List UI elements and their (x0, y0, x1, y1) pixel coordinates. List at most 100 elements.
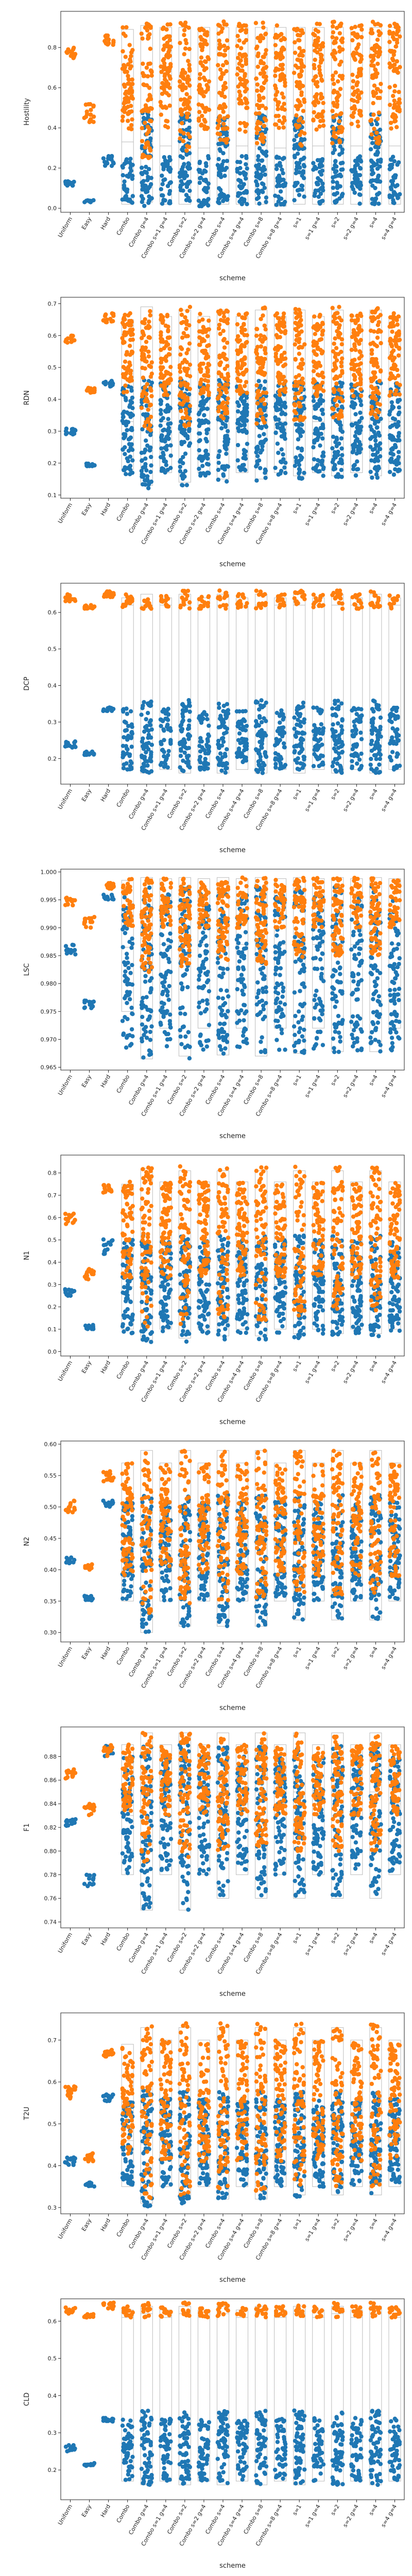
point-blue-0-14-30 (334, 164, 339, 169)
point-blue-2-4-56 (141, 761, 146, 766)
point-blue-1-3-54 (126, 411, 131, 416)
point-blue-0-4-50 (139, 171, 144, 176)
ytick-label-1-6: 0.7 (48, 300, 57, 307)
point-orange-1-7-58 (207, 393, 211, 398)
point-blue-0-14-26 (340, 150, 345, 155)
point-blue-0-10-69 (254, 163, 259, 168)
point-orange-1-12-67 (298, 362, 303, 366)
point-blue-1-15-10 (359, 402, 364, 408)
point-blue-2-3-37 (122, 762, 126, 767)
point-blue-0-16-62 (375, 150, 380, 155)
point-blue-1-4-53 (140, 474, 144, 479)
point-blue-2-6-56 (180, 702, 185, 707)
point-orange-1-3-65 (123, 313, 127, 317)
point-orange-0-6-41 (184, 148, 189, 153)
point-blue-2-11-32 (282, 745, 287, 750)
point-blue-2-14-42 (340, 717, 345, 722)
point-blue-0-9-39 (242, 173, 247, 177)
point-blue-2-11-46 (273, 756, 278, 761)
point-orange-0-5-56 (164, 118, 168, 123)
point-orange-1-3-61 (126, 366, 131, 371)
point-orange-0-3-59 (128, 66, 132, 71)
point-orange-1-16-64 (372, 361, 377, 365)
point-orange-0-8-30 (222, 94, 227, 99)
point-blue-1-3-62 (120, 418, 125, 423)
point-orange-1-6-29 (186, 421, 192, 426)
point-blue-2-9-46 (236, 719, 241, 724)
point-orange-0-3-42 (130, 117, 134, 122)
point-blue-0-10-57 (254, 135, 259, 140)
point-orange-0-10-58 (254, 141, 260, 145)
point-blue-2-0-12 (71, 744, 75, 749)
point-blue-2-14-57 (339, 731, 344, 735)
point-orange-0-9-63 (243, 124, 248, 129)
point-orange-0-13-67 (321, 100, 325, 106)
point-blue-2-14-6 (330, 764, 335, 769)
point-blue-1-13-49 (311, 445, 316, 450)
xtick-label-1-3: Combo (115, 502, 131, 522)
point-blue-1-10-58 (255, 462, 260, 467)
point-orange-0-14-64 (333, 70, 338, 75)
xtick-label-0-3: Combo (115, 216, 131, 236)
point-blue-1-5-47 (159, 412, 163, 416)
point-orange-1-10-42 (263, 327, 268, 332)
point-blue-2-5-24 (159, 742, 164, 747)
point-orange-0-8-7 (222, 116, 227, 121)
point-blue-1-13-64 (314, 468, 318, 472)
point-orange-1-8-23 (222, 336, 227, 342)
point-orange-0-7-66 (200, 37, 205, 42)
point-blue-2-9-40 (242, 754, 246, 759)
point-blue-2-12-25 (292, 750, 297, 755)
point-blue-1-16-47 (371, 452, 375, 457)
ytick-label-0-0: 0.0 (48, 205, 57, 212)
point-orange-1-4-9 (148, 313, 152, 318)
point-orange-0-15-61 (356, 42, 361, 47)
point-blue-1-11-69 (281, 428, 286, 432)
point-orange-0-10-55 (257, 111, 262, 116)
point-blue-2-10-56 (258, 730, 262, 734)
point-blue-2-15-31 (350, 766, 354, 770)
point-orange-1-6-56 (178, 369, 183, 374)
point-blue-2-3-44 (130, 731, 134, 736)
point-orange-1-15-17 (358, 387, 363, 392)
point-blue-2-13-22 (321, 762, 325, 767)
point-blue-1-9-10 (245, 442, 250, 446)
point-blue-0-16-16 (368, 179, 373, 184)
point-blue-0-3-37 (130, 162, 135, 167)
point-blue-2-4-54 (141, 747, 146, 751)
point-blue-1-13-68 (315, 437, 320, 443)
point-orange-0-11-29 (274, 122, 279, 127)
point-orange-0-9-60 (240, 54, 245, 59)
point-orange-0-17-37 (388, 48, 392, 53)
point-orange-0-8-25 (216, 123, 221, 128)
point-orange-0-17-18 (394, 125, 399, 129)
point-blue-1-7-23 (203, 448, 209, 453)
point-orange-1-1-13 (92, 389, 97, 395)
point-orange-0-12-65 (297, 80, 302, 84)
point-orange-0-4-32 (145, 74, 150, 79)
point-orange-1-14-64 (336, 416, 341, 421)
point-orange-0-12-67 (299, 60, 304, 65)
box-2-3 (121, 597, 134, 770)
point-orange-0-7-18 (202, 117, 207, 122)
point-blue-1-16-49 (368, 445, 373, 449)
point-orange-1-3-29 (123, 383, 128, 388)
point-orange-1-4-31 (146, 408, 150, 412)
point-orange-0-6-57 (183, 46, 188, 51)
point-blue-2-3-13 (124, 720, 128, 725)
point-blue-1-3-26 (125, 428, 129, 433)
point-blue-1-4-9 (144, 438, 148, 443)
point-orange-0-12-68 (298, 72, 302, 77)
point-blue-1-15-69 (355, 424, 360, 429)
point-blue-2-14-55 (334, 769, 339, 774)
point-blue-1-12-54 (302, 470, 306, 476)
point-blue-0-10-51 (264, 195, 269, 200)
point-orange-1-10-69 (259, 317, 263, 321)
point-blue-1-10-67 (255, 447, 260, 452)
point-blue-1-17-58 (387, 469, 392, 474)
point-orange-1-9-58 (238, 348, 243, 353)
point-orange-1-16-46 (379, 341, 383, 346)
point-blue-1-4-8 (149, 463, 153, 468)
point-orange-0-16-15 (378, 31, 383, 36)
point-blue-0-7-22 (206, 197, 211, 201)
